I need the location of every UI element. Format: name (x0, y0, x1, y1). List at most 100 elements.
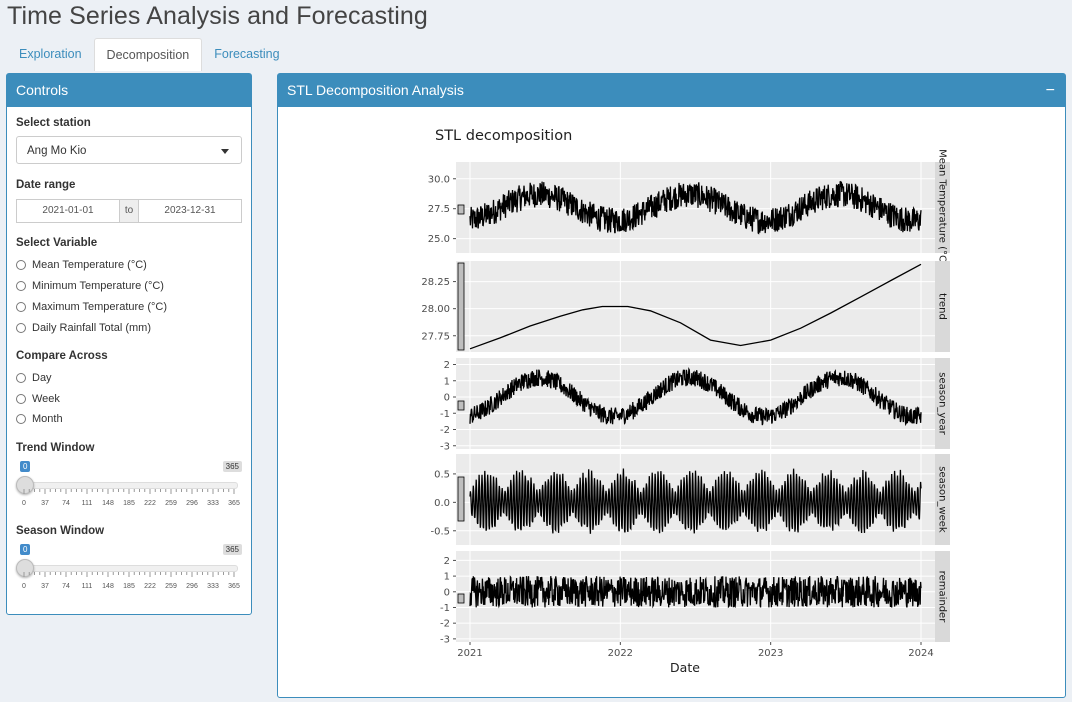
x-tick-label: 2024 (908, 648, 933, 659)
slider-tick-label: 296 (186, 500, 198, 507)
radio-icon (16, 302, 26, 312)
panel-background (456, 162, 935, 253)
radio-rainfall[interactable]: Daily Rainfall Total (mm) (16, 322, 151, 334)
tab-decomposition[interactable]: Decomposition (93, 38, 203, 71)
slider-tick-label: 0 (22, 500, 26, 507)
slider-value-badge: 0 (20, 461, 31, 472)
tab-exploration[interactable]: Exploration (19, 47, 82, 61)
decomposition-panel: STL Decomposition Analysis − STL decompo… (277, 73, 1066, 698)
slider-tick-label: 74 (62, 583, 70, 590)
series-line (469, 468, 922, 534)
slider-tick-label: 185 (123, 583, 135, 590)
slider-ticks: 0 37 74 111 148 185 222 259 296 333 365 (22, 572, 240, 590)
radio-icon (16, 373, 26, 383)
radio-week[interactable]: Week (16, 393, 60, 405)
slider-tick-label: 365 (228, 500, 240, 507)
trend-window-slider[interactable]: 0 365 0 37 74 111 148 185 222 259 296 333 365 (16, 461, 242, 521)
station-select[interactable]: Ang Mo Kio (16, 136, 242, 164)
radio-month[interactable]: Month (16, 413, 63, 425)
slider-tick-label: 259 (165, 583, 177, 590)
y-tick-label: -1 (440, 409, 450, 420)
y-tick-label: 1 (444, 572, 450, 583)
radio-mean-temperature[interactable]: Mean Temperature (°C) (16, 259, 147, 271)
slider-tick-label: 259 (165, 500, 177, 507)
y-tick-label: -3 (440, 634, 450, 645)
radio-min-temperature[interactable]: Minimum Temperature (°C) (16, 280, 164, 292)
y-tick-label: -1 (440, 603, 450, 614)
range-bar (457, 400, 465, 411)
tab-bar: Exploration Decomposition Forecasting (7, 38, 292, 71)
chart-title: STL decomposition (435, 128, 572, 144)
strip-background (935, 261, 950, 352)
radio-day[interactable]: Day (16, 372, 52, 384)
radio-max-temperature[interactable]: Maximum Temperature (°C) (16, 301, 167, 313)
slider-track[interactable] (20, 565, 238, 572)
panel-background (456, 261, 935, 352)
slider-tick-label: 296 (186, 583, 198, 590)
x-tick-label: 2022 (608, 648, 633, 659)
slider-tick-label: 365 (228, 583, 240, 590)
radio-icon (16, 414, 26, 424)
y-tick-label: 25.0 (428, 234, 450, 245)
y-tick-label: 2 (444, 360, 450, 371)
y-tick-label: 28.00 (421, 304, 450, 315)
slider-tick-label: 111 (82, 583, 93, 590)
slider-tick-label: 222 (144, 583, 156, 590)
slider-tick-label: 0 (22, 583, 26, 590)
season-window-slider[interactable]: 0 365 0 37 74 111 148 185 222 259 296 333 365 (16, 544, 242, 604)
slider-tick-label: 111 (82, 500, 93, 507)
strip-label: season_week (937, 466, 948, 533)
date-range-separator: to (119, 200, 139, 222)
series-line (469, 575, 922, 609)
radio-label: Week (32, 393, 60, 405)
series-line (469, 366, 922, 427)
y-tick-label: -2 (440, 425, 450, 436)
radio-label: Month (32, 413, 63, 425)
radio-icon (16, 281, 26, 291)
radio-icon (16, 394, 26, 404)
station-select-value: Ang Mo Kio (27, 145, 87, 157)
slider-ticks: 0 37 74 111 148 185 222 259 296 333 365 (22, 489, 240, 507)
compare-label: Compare Across (16, 350, 108, 362)
decomposition-header: STL Decomposition Analysis − (278, 74, 1065, 107)
x-axis-label: Date (670, 660, 700, 675)
trend-window-label: Trend Window (16, 442, 95, 454)
y-tick-label: -3 (440, 441, 450, 452)
radio-label: Mean Temperature (°C) (32, 259, 147, 271)
controls-header: Controls (7, 74, 251, 107)
y-tick-label: 0.5 (434, 469, 450, 480)
slider-tick-label: 333 (207, 500, 219, 507)
slider-track[interactable] (20, 482, 238, 489)
minus-icon[interactable]: − (1045, 82, 1055, 99)
y-tick-label: 0.0 (434, 498, 450, 509)
strip-background (935, 358, 950, 449)
slider-tick-label: 222 (144, 500, 156, 507)
slider-max-badge: 365 (222, 461, 242, 472)
y-tick-label: 30.0 (428, 174, 450, 185)
date-start-input[interactable]: 2021-01-01 (42, 205, 94, 216)
caret-down-icon (221, 149, 229, 154)
slider-tick-label: 74 (62, 500, 70, 507)
y-tick-label: -0.5 (430, 526, 450, 537)
strip-label: remainder (937, 571, 948, 624)
slider-max-badge: 365 (222, 544, 242, 555)
station-label: Select station (16, 117, 91, 129)
slider-tick-label: 148 (102, 500, 114, 507)
range-bar (457, 204, 465, 215)
y-tick-label: -2 (440, 619, 450, 630)
tab-forecasting[interactable]: Forecasting (214, 47, 280, 61)
range-bar (457, 476, 465, 522)
decomposition-title: STL Decomposition Analysis (287, 82, 464, 98)
strip-background (935, 162, 950, 253)
radio-icon (16, 260, 26, 270)
y-tick-label: 0 (444, 393, 450, 404)
radio-icon (16, 323, 26, 333)
stl-chart: STL decomposition 25.0 27.5 30.0 Mean Temper… (421, 128, 950, 675)
date-end-input[interactable]: 2023-12-31 (164, 205, 216, 216)
y-tick-label: 27.5 (428, 204, 450, 215)
range-bar (457, 593, 465, 604)
strip-label: Mean Temperature (°C) (937, 149, 948, 266)
radio-label: Daily Rainfall Total (mm) (32, 322, 151, 334)
season-window-label: Season Window (16, 525, 105, 537)
y-tick-label: 1 (444, 376, 450, 387)
